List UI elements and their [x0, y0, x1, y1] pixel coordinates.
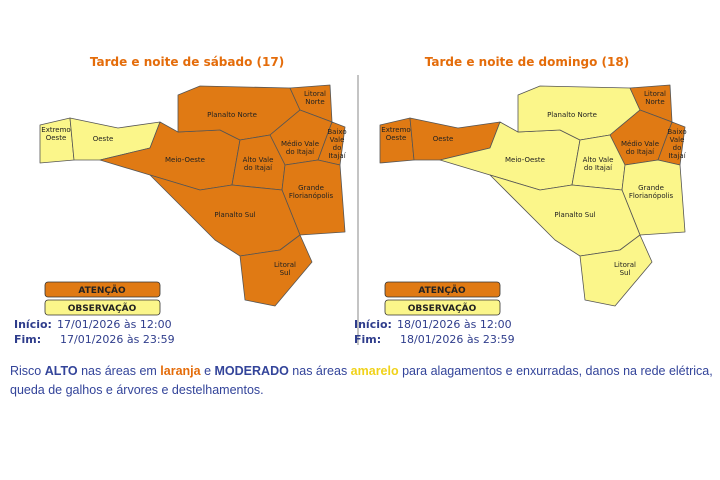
region-label: Planalto Norte	[207, 111, 257, 119]
region-label-line: Alto Vale	[583, 156, 614, 164]
legend-box	[384, 281, 501, 298]
region-label-line: Planalto Sul	[214, 211, 255, 219]
region-label-line: Sul	[620, 269, 631, 277]
region-label-line: do Itajaí	[584, 164, 613, 172]
legend-label: OBSERVAÇÃO	[408, 303, 477, 314]
region-label-line: do Itajaí	[244, 164, 273, 172]
region-label-line: Baixo	[667, 128, 686, 136]
region-label-line: Norte	[645, 98, 664, 106]
region-label-line: do Itajaí	[286, 148, 315, 156]
region-label-line: Planalto Sul	[554, 211, 595, 219]
start-label: Início:	[354, 318, 392, 331]
start-date: 18/01/2026 às 12:00	[397, 318, 512, 331]
end-label: Fim:	[354, 333, 381, 346]
region-label-line: Alto Vale	[243, 156, 274, 164]
region-label-line: Extremo	[381, 126, 410, 134]
region-label: Oeste	[433, 135, 454, 143]
region-label-line: Grande	[638, 184, 664, 192]
region-label: Extremo Oeste	[41, 126, 70, 142]
text: ALTO	[44, 364, 78, 378]
region	[239, 234, 313, 307]
region-label-line: Sul	[280, 269, 291, 277]
region-label-line: Médio Vale	[281, 140, 319, 148]
text: Risco	[10, 364, 45, 378]
region-label-line: do	[673, 144, 682, 152]
map-title: Tarde e noite de sábado (17)	[90, 55, 284, 69]
text: amarelo	[350, 364, 399, 378]
region-label-line: Norte	[305, 98, 324, 106]
region-label: Alto Vale do Itajaí	[583, 156, 614, 172]
region-label: Alto Vale do Itajaí	[243, 156, 274, 172]
region-label: Grande Florianópolis	[629, 184, 674, 200]
region-label: Extremo Oeste	[381, 126, 410, 142]
end-label: Fim:	[14, 333, 41, 346]
text: nas áreas	[288, 364, 351, 378]
region-label-line: Litoral	[274, 261, 296, 269]
region-label-line: Itajaí	[328, 152, 346, 160]
region	[579, 234, 653, 307]
region-label: Meio-Oeste	[505, 156, 545, 164]
region-label-line: Médio Vale	[621, 140, 659, 148]
region-label-line: Litoral	[304, 90, 326, 98]
map-title: Tarde e noite de domingo (18)	[425, 55, 629, 69]
region-label: Planalto Sul	[214, 211, 255, 219]
region-label-line: Florianópolis	[629, 192, 674, 200]
region-label: Litoral Sul	[614, 261, 636, 277]
text: para alagamentos e enxurradas, danos na …	[10, 364, 713, 397]
region-label-line: Baixo	[327, 128, 346, 136]
maps: Tarde e noite de sábado (17)Extremo Oeste…	[14, 55, 687, 346]
map: Tarde e noite de sábado (17)Extremo Oeste…	[14, 55, 347, 346]
start-date: 17/01/2026 às 12:00	[57, 318, 172, 331]
region-label: Litoral Norte	[644, 90, 666, 106]
legend-label: ATENÇÃO	[418, 285, 466, 296]
region-label: Grande Florianópolis	[289, 184, 334, 200]
end-date: 18/01/2026 às 23:59	[400, 333, 515, 346]
region-label: Litoral Sul	[274, 261, 296, 277]
region-label-line: Meio-Oeste	[165, 156, 205, 164]
region-label-line: Oeste	[433, 135, 454, 143]
region-label: Médio Vale do Itajaí	[281, 140, 319, 156]
region-label-line: Litoral	[644, 90, 666, 98]
start-label: Início:	[14, 318, 52, 331]
map: Tarde e noite de domingo (18)Extremo Oest…	[354, 55, 687, 346]
text: MODERADO	[214, 364, 289, 378]
region-label: Oeste	[93, 135, 114, 143]
region-label-line: Vale	[670, 136, 685, 144]
text: laranja	[160, 364, 201, 378]
region-label: Baixo Vale do Itajaí	[327, 128, 346, 160]
region-label: Planalto Norte	[547, 111, 597, 119]
region-label-line: Itajaí	[668, 152, 686, 160]
text: nas áreas em	[77, 364, 161, 378]
legend-box	[44, 299, 161, 316]
region-label-line: do	[333, 144, 342, 152]
region-label: Médio Vale do Itajaí	[621, 140, 659, 156]
region-label: Meio-Oeste	[165, 156, 205, 164]
region-label-line: Florianópolis	[289, 192, 334, 200]
region-label-line: Litoral	[614, 261, 636, 269]
description: Risco ALTO nas áreas em laranja e MODERA…	[10, 362, 715, 400]
legend-label: ATENÇÃO	[78, 285, 126, 296]
region-label: Planalto Sul	[554, 211, 595, 219]
region-label-line: Oeste	[46, 134, 67, 142]
region-label-line: Oeste	[386, 134, 407, 142]
legend-box	[384, 299, 501, 316]
region-label-line: Vale	[330, 136, 345, 144]
region-label-line: Planalto Norte	[207, 111, 257, 119]
region-label-line: Grande	[298, 184, 324, 192]
legend-box	[44, 281, 161, 298]
text: e	[200, 364, 215, 378]
legend-label: OBSERVAÇÃO	[68, 303, 137, 314]
region-label-line: Oeste	[93, 135, 114, 143]
region-label-line: Planalto Norte	[547, 111, 597, 119]
region-label-line: do Itajaí	[626, 148, 655, 156]
end-date: 17/01/2026 às 23:59	[60, 333, 175, 346]
region-label-line: Extremo	[41, 126, 70, 134]
region-label-line: Meio-Oeste	[505, 156, 545, 164]
region-label: Litoral Norte	[304, 90, 326, 106]
region-label: Baixo Vale do Itajaí	[667, 128, 686, 160]
